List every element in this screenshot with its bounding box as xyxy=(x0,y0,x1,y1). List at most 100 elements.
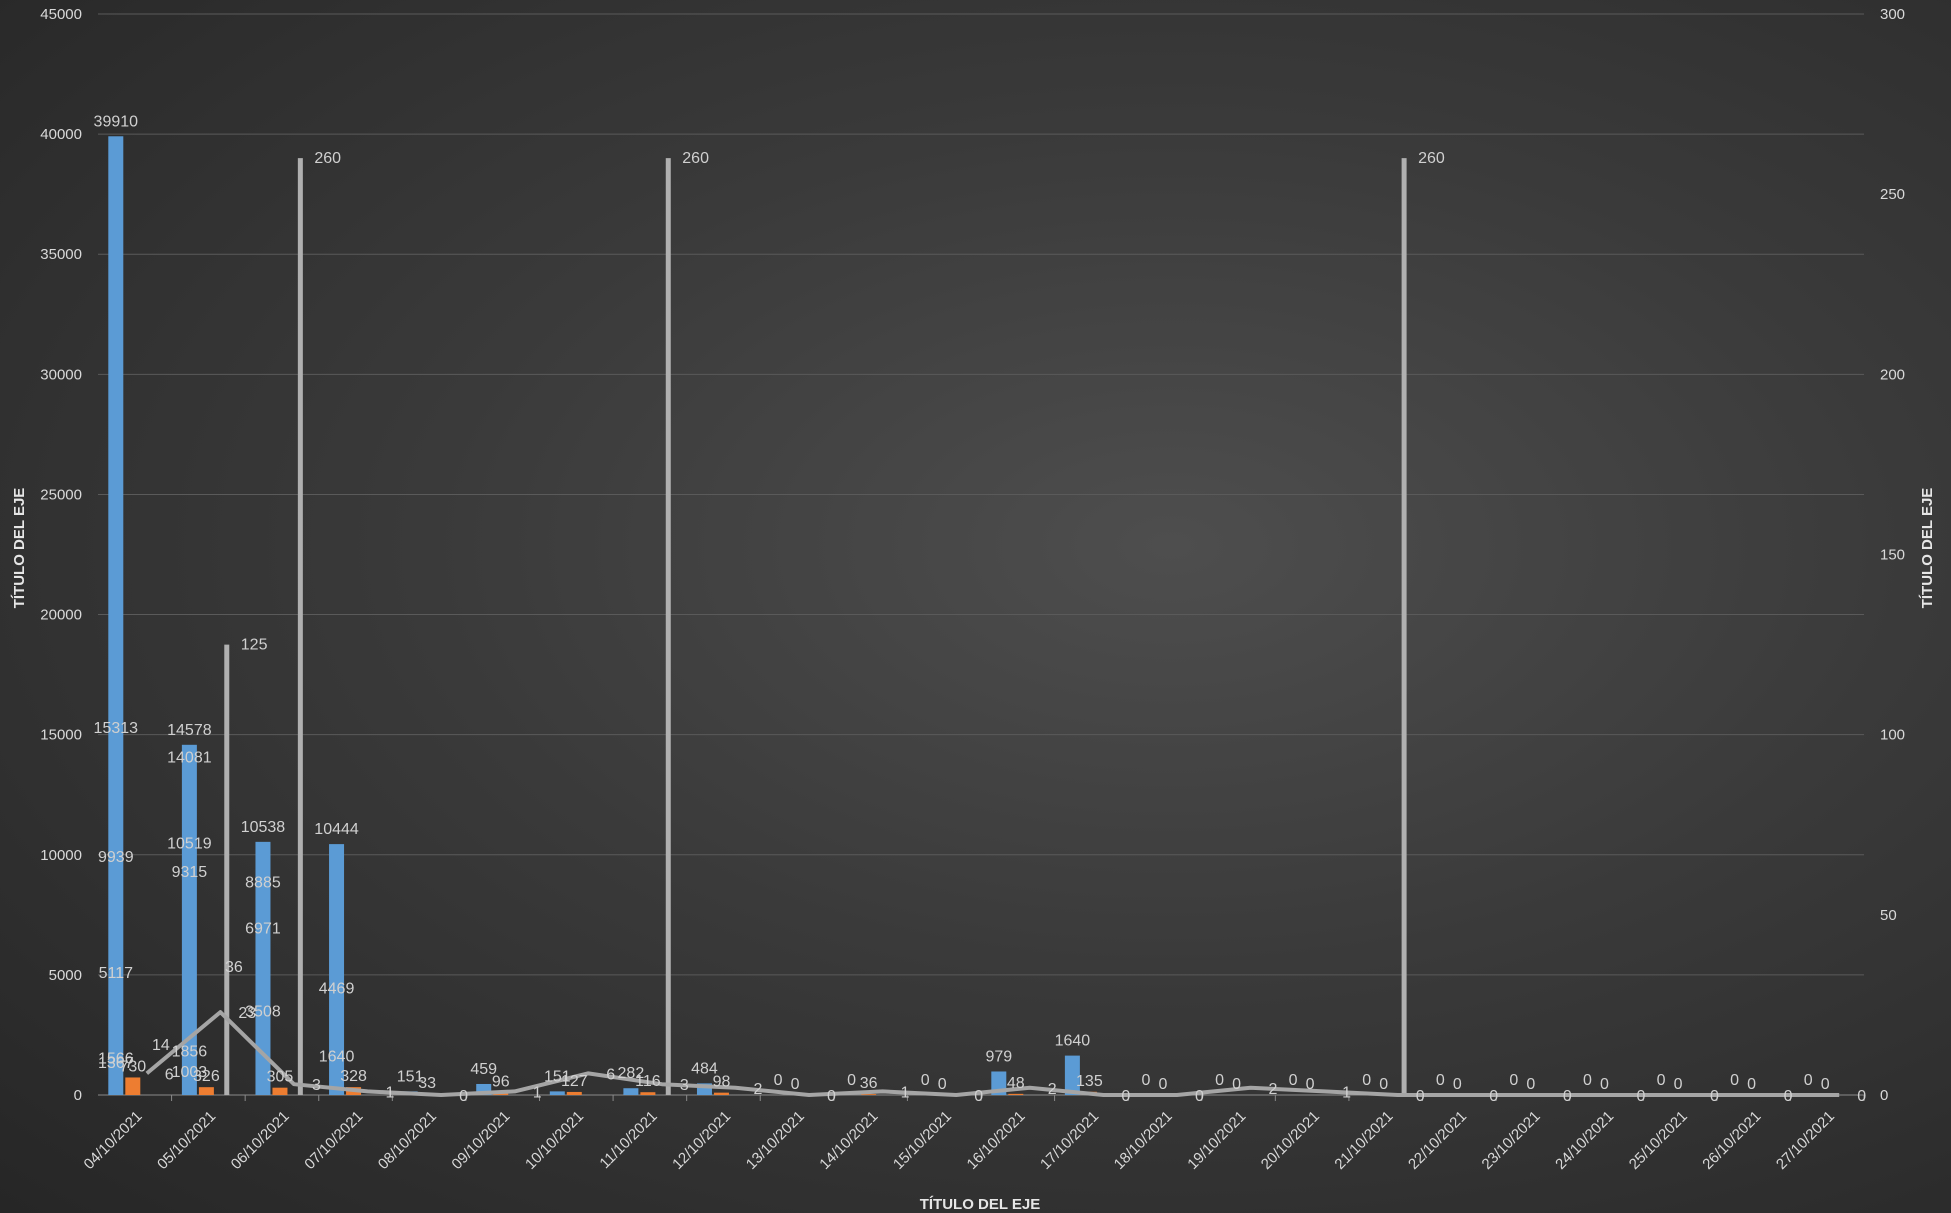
x-tick-label: 11/10/2021 xyxy=(596,1108,660,1172)
bar-value-label: 0 xyxy=(1306,1076,1315,1093)
spike-value-label: 260 xyxy=(1418,150,1445,167)
bar-value-label: 0 xyxy=(921,1072,930,1089)
bar xyxy=(1008,1093,1024,1095)
bar-value-label: 1640 xyxy=(1055,1033,1091,1050)
bar-value-label: 116 xyxy=(635,1073,661,1090)
y-tick-label: 5000 xyxy=(49,967,82,984)
x-tick-label: 18/10/2021 xyxy=(1111,1108,1176,1173)
spike-value-label: 260 xyxy=(314,150,341,167)
bar-value-label: 0 xyxy=(1436,1072,1445,1089)
extra-value-label: 14 xyxy=(152,1037,170,1054)
extra-value-label: 9939 xyxy=(98,849,134,866)
bar xyxy=(640,1092,656,1095)
bar-value-label: 0 xyxy=(1600,1076,1609,1093)
bar-value-label: 151 xyxy=(397,1068,424,1085)
x-tick-label: 13/10/2021 xyxy=(743,1108,808,1173)
extra-value-label: 1566 xyxy=(98,1050,134,1067)
bar-value-label: 0 xyxy=(1509,1072,1518,1089)
y-axis-ticks: 0 5000 10000 15000 20000 25000 30000 35000 40000… xyxy=(40,6,82,1104)
bar-value-label: 484 xyxy=(691,1060,718,1077)
x-tick-label: 17/10/2021 xyxy=(1037,1108,1102,1173)
y2-tick-label: 0 xyxy=(1880,1087,1888,1104)
line-value-label: 2 xyxy=(1269,1081,1278,1098)
line-value-label: 0 xyxy=(1636,1088,1645,1105)
x-axis-title: TÍTULO DEL EJE xyxy=(920,1196,1041,1213)
bar-value-label: 0 xyxy=(1583,1072,1592,1089)
y2-tick-label: 100 xyxy=(1880,727,1905,744)
extra-value-label: 4469 xyxy=(319,981,355,998)
y2-tick-label: 150 xyxy=(1880,547,1905,564)
extra-value-label: 1003 xyxy=(172,1064,208,1081)
bar xyxy=(696,1083,712,1095)
bar xyxy=(623,1088,639,1095)
extra-value-label: 1367 xyxy=(98,1055,134,1072)
line-value-label: 1 xyxy=(901,1084,910,1101)
y-tick-label: 20000 xyxy=(40,607,82,624)
x-tick-label: 06/10/2021 xyxy=(228,1108,293,1173)
bars xyxy=(108,136,1097,1095)
bar-value-label: 127 xyxy=(561,1073,588,1090)
x-tick-label: 04/10/2021 xyxy=(81,1108,146,1173)
line-value-label: 0 xyxy=(1195,1088,1204,1105)
bar xyxy=(125,1077,141,1095)
line-value-label: 0 xyxy=(1416,1088,1425,1105)
bar-value-label: 0 xyxy=(938,1076,947,1093)
lines xyxy=(145,158,1840,1097)
extra-value-label: 1856 xyxy=(172,1043,208,1060)
bar xyxy=(861,1094,877,1095)
line-value-label: 1 xyxy=(386,1084,395,1101)
y-tick-label: 10000 xyxy=(40,847,82,864)
bar-value-label: 0 xyxy=(1362,1072,1371,1089)
bar xyxy=(566,1091,582,1095)
y2-tick-label: 200 xyxy=(1880,366,1905,383)
x-tick-label: 09/10/2021 xyxy=(448,1108,513,1173)
bar-value-label: 0 xyxy=(1674,1076,1683,1093)
bar-value-label: 326 xyxy=(193,1068,220,1085)
bar xyxy=(549,1091,565,1095)
line-value-label: 1 xyxy=(1342,1084,1351,1101)
bar-value-label: 459 xyxy=(470,1061,497,1078)
x-tick-label: 24/10/2021 xyxy=(1552,1108,1617,1173)
bar-value-label: 730 xyxy=(119,1058,146,1075)
bar-value-label: 0 xyxy=(1289,1072,1298,1089)
x-tick-label: 27/10/2021 xyxy=(1773,1108,1838,1173)
extra-value-label: 3508 xyxy=(245,1004,281,1021)
bar-value-label: 0 xyxy=(1730,1072,1739,1089)
x-tick-label: 10/10/2021 xyxy=(522,1108,587,1173)
series-line xyxy=(145,1010,1840,1097)
y-axis-title: TÍTULO DEL EJE xyxy=(11,488,28,609)
extra-value-label: 14081 xyxy=(167,750,212,767)
y-tick-label: 35000 xyxy=(40,246,82,263)
line-value-label: 0 xyxy=(1710,1088,1719,1105)
line-value-label: 2 xyxy=(1048,1081,1057,1098)
x-tick-label: 05/10/2021 xyxy=(154,1108,219,1173)
line-value-label: 0 xyxy=(827,1088,836,1105)
y-tick-label: 40000 xyxy=(40,126,82,143)
y-tick-label: 0 xyxy=(74,1087,82,1104)
line-value-label: 0 xyxy=(1563,1088,1572,1105)
bar xyxy=(108,136,124,1095)
bar-value-label: 151 xyxy=(544,1068,571,1085)
extra-value-label: 9315 xyxy=(172,864,208,881)
bar-value-label: 979 xyxy=(985,1048,1012,1065)
bar-value-label: 0 xyxy=(1804,1072,1813,1089)
line-value-label: 23 xyxy=(238,1005,256,1022)
bar-value-label: 98 xyxy=(713,1074,731,1091)
extra-value-label: 36 xyxy=(225,959,243,976)
y2-tick-label: 50 xyxy=(1880,907,1897,924)
line-value-label: 0 xyxy=(1121,1088,1130,1105)
line-value-label: 6 xyxy=(165,1066,174,1083)
line-value-label: 0 xyxy=(1489,1088,1498,1105)
bar-value-label: 0 xyxy=(1379,1076,1388,1093)
bar-value-label: 305 xyxy=(267,1069,294,1086)
line-value-label: 3 xyxy=(680,1077,689,1094)
bar-value-label: 0 xyxy=(1453,1076,1462,1093)
line-value-label: 6 xyxy=(606,1066,615,1083)
extra-value-label: 8885 xyxy=(245,875,281,892)
bar-value-label: 0 xyxy=(1215,1072,1224,1089)
extra-value-label: 5117 xyxy=(99,965,134,982)
bar xyxy=(255,841,271,1095)
bar-value-label: 135 xyxy=(1076,1073,1103,1090)
